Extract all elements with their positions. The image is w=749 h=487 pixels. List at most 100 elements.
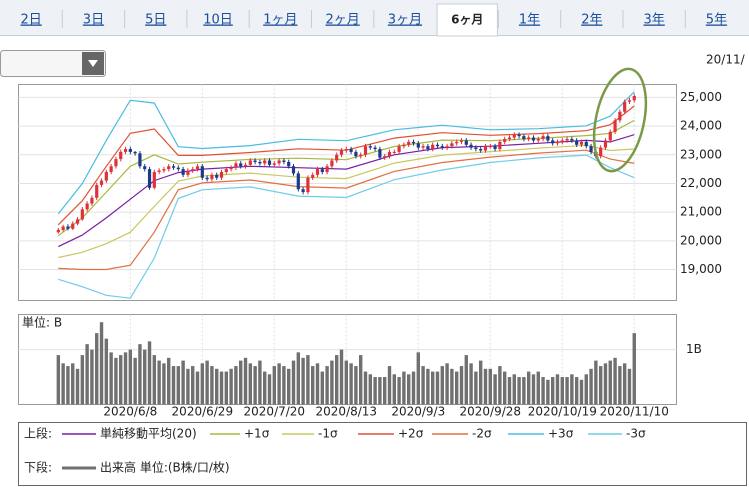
volume-bar: [234, 366, 238, 405]
volume-bar: [622, 363, 627, 405]
candle-body: [397, 146, 401, 152]
volume-bar: [147, 341, 152, 405]
candle-body: [411, 141, 416, 144]
tab[interactable]: 3ヶ月: [388, 13, 422, 28]
volume-bar: [358, 355, 363, 405]
tab-selected-bg: [436, 3, 498, 37]
volume-bar: [315, 363, 320, 405]
tab[interactable]: 6ヶ月: [451, 13, 483, 27]
volume-bar: [128, 349, 133, 405]
volume-bar: [416, 352, 420, 405]
candle-body: [291, 166, 296, 174]
legend-label: -2σ: [472, 427, 492, 441]
tab[interactable]: 3年: [644, 13, 665, 28]
tab[interactable]: 1年: [519, 13, 540, 28]
volume-bar: [526, 371, 531, 405]
candle-body: [66, 226, 70, 229]
candle-body: [330, 160, 334, 167]
volume-bar: [325, 366, 329, 405]
volume-bar: [536, 371, 540, 405]
candle-body: [589, 146, 593, 152]
volume-bar: [90, 349, 94, 405]
candle-body: [287, 161, 291, 167]
dropdown[interactable]: [0, 50, 106, 77]
x-tick-label: 2020/10/19: [528, 405, 597, 419]
candle-body: [90, 197, 94, 204]
candle-body: [248, 160, 252, 165]
legend-upper-label: 上段:: [24, 426, 52, 441]
tab[interactable]: 2日: [21, 13, 42, 28]
candle-body: [71, 223, 75, 229]
volume-bar: [411, 371, 416, 405]
candle-body: [128, 149, 132, 152]
candle-body: [157, 170, 161, 172]
candle-body: [541, 136, 545, 140]
volume-bar: [287, 368, 291, 405]
volume-bar: [603, 363, 608, 405]
volume-bar: [565, 377, 569, 405]
volume-bar: [143, 349, 147, 405]
candle-body: [378, 149, 382, 158]
volume-bar: [219, 371, 224, 405]
volume-bar: [483, 368, 488, 405]
x-tick-label: 2020/9/28: [460, 405, 522, 419]
volume-bar: [56, 355, 61, 405]
candle-body: [498, 141, 502, 150]
candle-body: [104, 171, 108, 181]
volume-bar: [152, 355, 157, 405]
candle-body: [599, 147, 603, 157]
volume-bar: [80, 355, 85, 405]
volume-bar: [267, 374, 272, 405]
band-line: [57, 119, 635, 237]
tab[interactable]: 3日: [83, 13, 104, 28]
volume-bar: [335, 355, 339, 405]
candle-body: [623, 101, 627, 112]
legend-label: +2σ: [398, 427, 424, 441]
candle-body: [215, 174, 219, 178]
tab[interactable]: 2ヶ月: [326, 13, 360, 28]
legend-items: 単純移動平均(20) +1σ -1σ +2σ -2σ +3σ -3σ 出来高 単位:(B株/口…: [62, 427, 646, 475]
volume-bar: [459, 366, 464, 405]
volume-bar: [311, 366, 315, 405]
volume-bar: [248, 363, 253, 405]
tab[interactable]: 5日: [145, 13, 166, 28]
candle-body: [536, 139, 540, 141]
volume-bar: [95, 333, 99, 405]
volume-bar: [598, 366, 603, 405]
x-tick-label: 2020/6/29: [172, 405, 234, 419]
volume-bar: [435, 371, 440, 405]
date-text: 20/11/: [706, 53, 746, 67]
candle-body: [560, 140, 564, 142]
candle-body: [488, 146, 492, 148]
candle-body: [282, 160, 286, 162]
legend-label: 単純移動平均(20): [100, 427, 197, 441]
candle-body: [95, 184, 99, 198]
candle-body: [613, 120, 617, 132]
volume-bar: [114, 357, 118, 405]
volume-bar: [517, 377, 521, 405]
volume-bar: [66, 366, 70, 405]
volume-bar: [363, 371, 368, 405]
volume-bar: [239, 360, 243, 405]
volume-bar: [167, 357, 171, 405]
candle-body: [277, 160, 281, 164]
volume-bar: [75, 368, 80, 405]
volume-bar: [320, 371, 325, 405]
volume-bar: [186, 368, 190, 405]
candle-body: [479, 149, 483, 151]
candle-body: [99, 180, 104, 185]
tab[interactable]: 2年: [581, 13, 602, 28]
candle-body: [565, 139, 569, 141]
tab[interactable]: 10日: [203, 13, 233, 28]
volume-bar: [339, 349, 344, 405]
candle-body: [459, 140, 464, 142]
volume-bar: [464, 355, 468, 405]
x-tick-label: 2020/9/3: [391, 405, 445, 419]
tab[interactable]: 5年: [706, 13, 727, 28]
candle-body: [450, 143, 454, 147]
volume-bar: [138, 344, 142, 405]
volume-bar: [450, 368, 454, 405]
volume-bar: [589, 368, 593, 405]
tab[interactable]: 1ヶ月: [263, 13, 297, 28]
